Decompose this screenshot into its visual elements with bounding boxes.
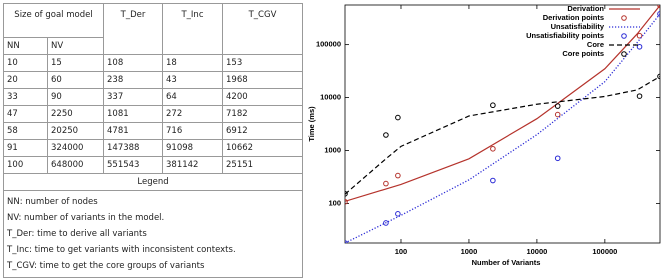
results-table: Size of goal model T_Der T_Inc T_CGV NN NV 10 1… [3, 3, 303, 278]
data-point [657, 73, 660, 80]
legend-label: Core [587, 40, 604, 49]
chart: Number of Variants Time (ms) 100 1000 1000… [307, 4, 661, 267]
header-row: Size of goal model T_Der T_Inc T_CGV [3, 3, 303, 55]
y-tick-label: 100000 [316, 40, 341, 49]
data-row: 100 648000 551543 381142 25151 [3, 156, 303, 174]
y-tick-label: 100 [328, 199, 341, 208]
legend-line: T_Inc: time to get variants with inconsi… [7, 245, 236, 255]
data-point [345, 240, 348, 243]
fit-curve [345, 5, 660, 202]
x-tick-label: 1000 [461, 247, 478, 256]
legend-label: Derivation points [543, 13, 604, 22]
legend-marker [621, 51, 627, 57]
legend-marker [621, 15, 627, 21]
data-point [657, 11, 660, 17]
y-axis-label: Time (ms) [307, 106, 316, 142]
legend-line: NN: number of nodes [7, 197, 98, 207]
data-point [395, 114, 401, 121]
data-point [490, 145, 496, 152]
data-point [395, 211, 401, 217]
legend-label: Derivation [567, 4, 604, 13]
fit-curve [345, 13, 660, 243]
data-point [395, 172, 401, 179]
y-tick-label: 1000 [324, 146, 341, 155]
data-row: 47 2250 1081 272 7182 [3, 105, 303, 123]
data-point [636, 43, 643, 50]
data-row: 58 20250 4781 716 6912 [3, 122, 303, 140]
data-point [636, 32, 643, 39]
data-point [345, 190, 348, 197]
x-tick-label: 100 [395, 247, 408, 256]
data-row: 33 90 337 64 4200 [3, 88, 303, 106]
legend-title-row: Legend [3, 173, 303, 191]
y-tick-label: 10000 [320, 93, 341, 102]
legend-label: Unsatisfiability points [526, 31, 604, 40]
page: Size of goal model T_Der T_Inc T_CGV NN NV 10 1… [3, 3, 661, 278]
legend-label: Core points [562, 49, 604, 58]
legend-title: Legend [3, 173, 303, 191]
legend-line: NV: number of variants in the model. [7, 213, 165, 223]
data-point [657, 5, 660, 9]
x-tick-label: 10000 [526, 247, 547, 256]
legend-label: Unsatisfiability [551, 22, 605, 31]
legend-line: T_Der: time to derive all variants [7, 229, 147, 239]
data-point [383, 220, 389, 226]
x-tick-label: 100000 [592, 247, 617, 256]
fit-curve [345, 76, 660, 195]
data-point [383, 132, 389, 138]
data-point [345, 198, 348, 205]
legend-text: NN: number of nodes NV: number of variant… [3, 190, 303, 278]
data-point [554, 103, 561, 109]
data-point [636, 93, 643, 99]
data-point [554, 155, 561, 162]
data-point [554, 111, 561, 118]
plot-area [345, 5, 660, 243]
legend-text-row: NN: number of nodes NV: number of variant… [3, 190, 303, 278]
data-point [490, 102, 496, 109]
data-point [490, 177, 496, 184]
x-axis-label: Number of Variants [472, 258, 541, 267]
plot-frame [344, 4, 661, 244]
legend-line: T_CGV: time to get the core groups of va… [7, 261, 205, 271]
legend-marker [621, 33, 627, 39]
data-point [383, 180, 389, 187]
data-row: 10 15 108 18 153 [3, 54, 303, 72]
